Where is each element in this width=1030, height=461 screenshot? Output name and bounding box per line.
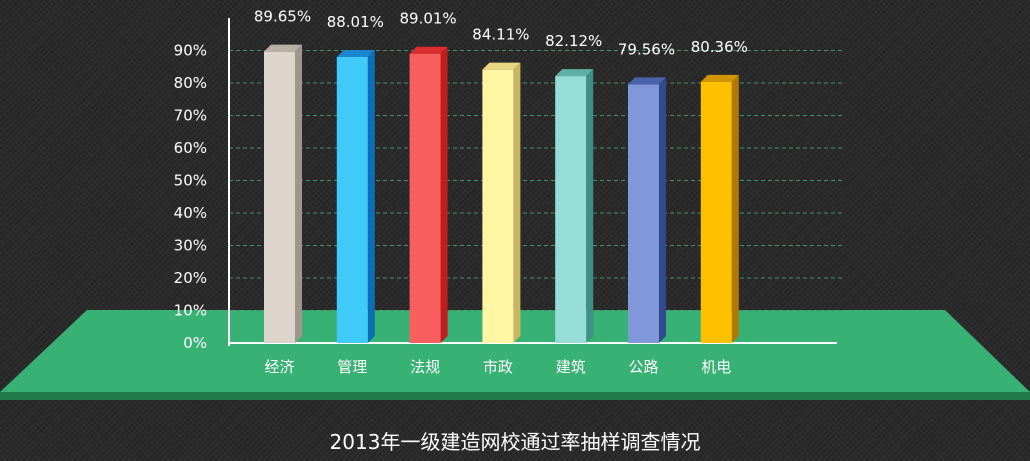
bar-front: [409, 53, 441, 343]
bar-top: [555, 69, 594, 77]
y-tick-label: 70%: [174, 107, 207, 125]
bar-top: [264, 44, 302, 52]
bar-建筑: [555, 69, 594, 344]
bar-front: [336, 56, 368, 343]
y-tick-label: 60%: [174, 139, 207, 157]
bar-top: [336, 49, 375, 57]
bar-市政: [482, 62, 521, 343]
bar-top: [482, 62, 521, 70]
gridlines: [229, 50, 845, 311]
bar-side: [659, 77, 666, 344]
bar-top: [409, 46, 448, 54]
bar-公路: [628, 77, 666, 344]
y-tick-label: 30%: [174, 237, 207, 255]
floor-front: [0, 392, 1030, 400]
bar-法规: [409, 46, 448, 343]
floor-top: [0, 310, 1030, 392]
bar-top: [628, 77, 666, 85]
x-category-label: 管理: [337, 358, 367, 376]
data-label: 80.36%: [691, 38, 748, 56]
y-tick-label: 50%: [174, 172, 207, 190]
chart-floor: [0, 310, 1030, 400]
x-category-label: 法规: [410, 358, 440, 376]
data-label: 82.12%: [545, 32, 602, 50]
x-category-label: 机电: [701, 358, 731, 376]
x-category-label: 建筑: [556, 358, 586, 376]
bars: [264, 44, 739, 344]
x-category-label: 市政: [483, 358, 513, 376]
chart-title: 2013年一级建造网校通过率抽样调查情况: [329, 430, 701, 454]
bar-front: [628, 84, 659, 344]
bar-机电: [700, 74, 739, 343]
bar-top: [700, 74, 739, 82]
data-label: 89.01%: [399, 10, 456, 28]
y-tick-label: 0%: [183, 334, 207, 352]
bar-side: [731, 74, 739, 343]
y-tick-label: 90%: [174, 42, 207, 60]
bar-side: [513, 62, 521, 343]
y-tick-label: 10%: [174, 302, 207, 320]
y-tick-label: 80%: [174, 74, 207, 92]
x-category-label: 经济: [264, 358, 294, 376]
data-label: 79.56%: [618, 40, 675, 58]
bar-front: [555, 76, 587, 344]
bar-side: [295, 44, 302, 343]
bar-side: [440, 46, 448, 343]
bar-经济: [264, 44, 302, 343]
bar-front: [482, 69, 514, 343]
bar-front: [700, 81, 732, 343]
bar-side: [367, 49, 375, 343]
labels: 0% 10% 20% 30% 40% 50% 60% 70% 80% 90% 89.65% 经济 88.…: [174, 8, 748, 376]
bar-front: [264, 51, 295, 343]
bar-管理: [336, 49, 375, 343]
data-label: 89.65%: [254, 8, 311, 26]
data-label: 88.01%: [327, 13, 384, 31]
data-label: 84.11%: [472, 26, 529, 44]
bar-side: [586, 69, 594, 344]
y-tick-label: 20%: [174, 269, 207, 287]
y-tick-label: 40%: [174, 204, 207, 222]
axes: [228, 18, 837, 346]
x-category-label: 公路: [628, 358, 658, 376]
